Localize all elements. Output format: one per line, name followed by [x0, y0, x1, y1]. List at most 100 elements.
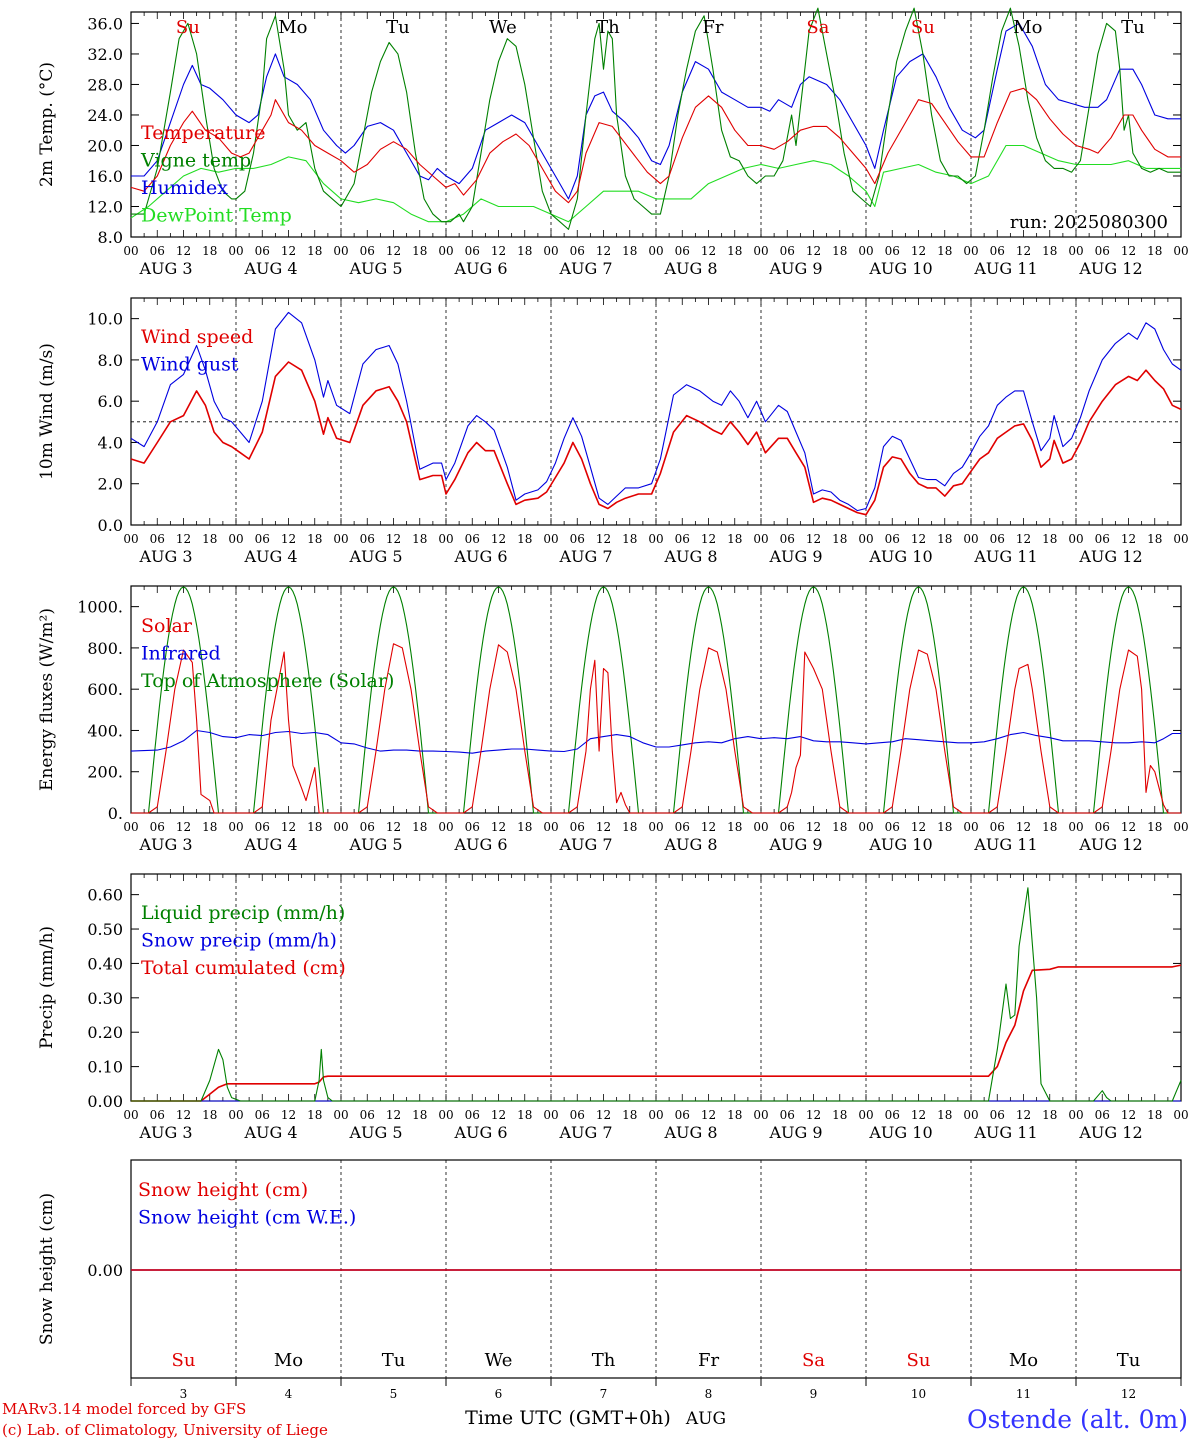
legend-item: Snow height (cm W.E.) [138, 1207, 356, 1229]
hour-tick-label: 18 [1042, 244, 1057, 258]
hour-tick-label: 12 [386, 244, 401, 258]
hour-tick-label: 06 [255, 244, 270, 258]
hour-tick-label: 00 [753, 1108, 768, 1122]
hour-tick-label: 06 [255, 820, 270, 834]
day-label: AUG 5 [348, 547, 402, 566]
hour-tick-label: 12 [596, 244, 611, 258]
hour-tick-label: 06 [1095, 532, 1110, 546]
hour-tick-label: 06 [570, 820, 585, 834]
hour-tick-label: 18 [307, 244, 322, 258]
hour-tick-label: 00 [753, 532, 768, 546]
hour-tick-label: 06 [990, 820, 1005, 834]
hour-tick-label: 06 [990, 1108, 1005, 1122]
hour-tick-label: 12 [1121, 532, 1136, 546]
weekday-label: Th [596, 17, 620, 38]
y-tick-label: 12.0 [87, 197, 123, 216]
hour-tick-label: 18 [1147, 820, 1162, 834]
hour-tick-label: 12 [281, 1108, 296, 1122]
weekday-label-bottom: Sa [802, 1350, 825, 1371]
hour-tick-label: 18 [307, 1108, 322, 1122]
hour-tick-label: 06 [675, 820, 690, 834]
hour-tick-label: 12 [176, 244, 191, 258]
y-axis-label: 2m Temp. (°C) [37, 62, 57, 187]
hour-tick-label: 00 [543, 1108, 558, 1122]
hour-tick-label: 00 [543, 820, 558, 834]
hour-tick-label: 18 [727, 244, 742, 258]
day-label: AUG 12 [1078, 259, 1142, 278]
weekday-label: Tu [386, 17, 410, 38]
hour-tick-label: 06 [570, 532, 585, 546]
y-tick-label: 4.0 [98, 433, 123, 452]
weekday-label: We [489, 17, 517, 38]
hour-tick-label: 00 [228, 1108, 243, 1122]
hour-tick-label: 12 [1121, 820, 1136, 834]
y-tick-label: 0.00 [87, 1092, 123, 1111]
hour-tick-label: 12 [1016, 820, 1031, 834]
day-number-label: 9 [810, 1387, 818, 1401]
hour-tick-label: 00 [333, 244, 348, 258]
hour-tick-label: 06 [780, 1108, 795, 1122]
hour-tick-label: 12 [491, 532, 506, 546]
hour-tick-label: 06 [465, 244, 480, 258]
hour-tick-label: 12 [701, 532, 716, 546]
weekday-label-bottom: We [485, 1350, 513, 1371]
day-number-label: 6 [495, 1387, 503, 1401]
legend-item: Infrared [141, 643, 221, 665]
hour-tick-label: 18 [1147, 244, 1162, 258]
hour-tick-label: 12 [911, 244, 926, 258]
hour-tick-label: 18 [202, 532, 217, 546]
y-axis-label: 10m Wind (m/s) [37, 343, 57, 480]
hour-tick-label: 00 [123, 244, 138, 258]
hour-tick-label: 06 [675, 244, 690, 258]
hour-tick-label: 00 [438, 1108, 453, 1122]
hour-tick-label: 18 [202, 244, 217, 258]
hour-tick-label: 12 [911, 1108, 926, 1122]
hour-tick-label: 00 [123, 1108, 138, 1122]
hour-tick-label: 06 [885, 1108, 900, 1122]
hour-tick-label: 00 [228, 244, 243, 258]
legend-item: Top of Atmosphere (Solar) [141, 670, 394, 692]
day-label: AUG 7 [558, 547, 612, 566]
hour-tick-label: 18 [1042, 1108, 1057, 1122]
y-tick-label: 1000. [77, 598, 123, 617]
hour-tick-label: 00 [1173, 244, 1188, 258]
hour-tick-label: 00 [123, 532, 138, 546]
hour-tick-label: 12 [806, 244, 821, 258]
hour-tick-label: 00 [753, 244, 768, 258]
hour-tick-label: 12 [491, 244, 506, 258]
panel-1: 00 06 12 18 00 06 12 18 00 06 12 18 00 06 12 18 00 06 12 18… [37, 7, 1189, 278]
day-number-label: 3 [180, 1387, 188, 1401]
hour-tick-label: 12 [596, 532, 611, 546]
hour-tick-label: 12 [911, 820, 926, 834]
y-tick-label: 0.60 [87, 886, 123, 905]
hour-tick-label: 00 [123, 820, 138, 834]
hour-tick-label: 12 [596, 820, 611, 834]
day-label: AUG 12 [1078, 1123, 1142, 1142]
weekday-label-bottom: Fr [698, 1350, 719, 1371]
series-line-infrared [130, 729, 1181, 754]
hour-tick-label: 00 [858, 532, 873, 546]
hour-tick-label: 00 [1068, 244, 1083, 258]
hour-tick-label: 18 [517, 532, 532, 546]
weekday-label-bottom: Su [172, 1350, 196, 1371]
y-tick-label: 0.20 [87, 1023, 123, 1042]
hour-tick-label: 06 [1095, 820, 1110, 834]
hour-tick-label: 18 [307, 820, 322, 834]
weekday-label: Mo [1013, 17, 1042, 38]
panel-frame [130, 11, 1182, 238]
y-tick-label: 0.40 [87, 954, 123, 973]
hour-tick-label: 00 [438, 532, 453, 546]
hour-tick-label: 18 [832, 532, 847, 546]
hour-tick-label: 00 [1068, 820, 1083, 834]
hour-tick-label: 18 [832, 820, 847, 834]
hour-tick-label: 06 [780, 532, 795, 546]
weekday-label-bottom: Tu [382, 1350, 406, 1371]
hour-tick-label: 18 [937, 244, 952, 258]
day-number-label: 12 [1121, 1387, 1136, 1401]
y-tick-label: 24.0 [87, 106, 123, 125]
hour-tick-label: 00 [648, 532, 663, 546]
y-tick-label: 200. [87, 763, 123, 782]
series-line-wind-speed [130, 361, 1182, 516]
day-label: AUG 4 [243, 259, 297, 278]
